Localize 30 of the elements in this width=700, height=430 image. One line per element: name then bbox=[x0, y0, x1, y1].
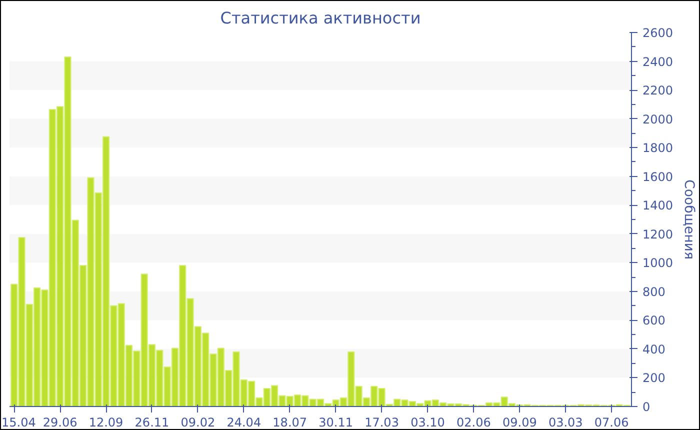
x-tick-label: 07.06 bbox=[594, 416, 629, 430]
x-tick-label: 15.04 bbox=[2, 416, 36, 430]
x-tick-label: 09.09 bbox=[502, 416, 537, 430]
x-tick-label: 30.11 bbox=[318, 416, 354, 430]
y-tick-label: 600 bbox=[642, 314, 666, 328]
y-tick-label: 200 bbox=[642, 371, 666, 386]
x-tick-label: 26.11 bbox=[134, 416, 170, 430]
y-tick-label: 1200 bbox=[642, 227, 674, 242]
y-tick-label: 400 bbox=[642, 342, 666, 356]
y-tick-label: 1000 bbox=[642, 256, 674, 270]
y-tick-label: 2000 bbox=[642, 112, 674, 126]
y-tick-label: 2600 bbox=[642, 26, 674, 40]
y-tick-label: 1800 bbox=[642, 141, 674, 156]
x-tick-label: 09.02 bbox=[180, 416, 216, 430]
x-tick-label: 12.09 bbox=[88, 416, 124, 430]
chart-title: Статистика активности bbox=[220, 8, 421, 28]
y-tick-label: 0 bbox=[642, 400, 650, 414]
x-tick-label: 17.03 bbox=[364, 416, 399, 430]
y-tick-label: 2200 bbox=[642, 84, 674, 98]
y-tick-label: 1600 bbox=[642, 170, 674, 184]
x-tick-label: 03.10 bbox=[410, 416, 445, 430]
y-tick-label: 2400 bbox=[642, 54, 674, 69]
y-tick-label: 1400 bbox=[642, 198, 674, 213]
x-tick-label: 18.07 bbox=[272, 416, 308, 430]
x-tick-label: 03.03 bbox=[548, 416, 583, 430]
x-tick-label: 02.06 bbox=[456, 416, 491, 430]
x-tick-label: 24.04 bbox=[226, 416, 262, 430]
y-axis-title: Сообщения bbox=[681, 180, 696, 260]
x-tick-label: 29.06 bbox=[42, 416, 78, 430]
y-tick-label: 800 bbox=[642, 284, 666, 299]
